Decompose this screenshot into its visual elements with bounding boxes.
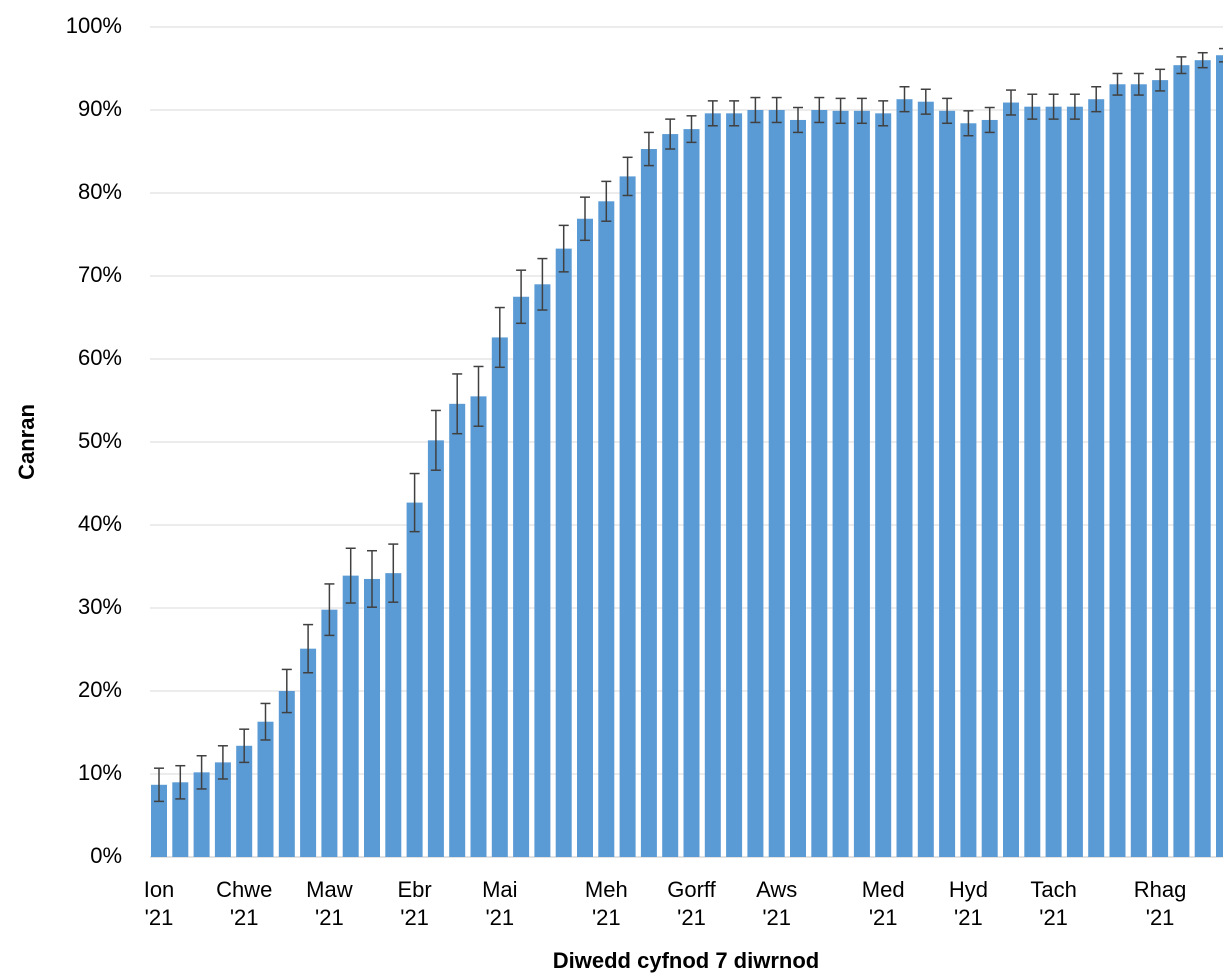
bar xyxy=(811,110,828,857)
y-tick-label: 50% xyxy=(78,428,122,453)
bar xyxy=(385,573,402,857)
bar xyxy=(875,113,892,857)
bar xyxy=(513,296,530,857)
y-axis-title: Canran xyxy=(14,404,39,480)
bar xyxy=(1045,106,1062,858)
y-tick-label: 30% xyxy=(78,594,122,619)
bar xyxy=(1173,65,1190,858)
x-tick-label: Chwe '21 xyxy=(216,877,273,930)
x-tick-label: Maw '21 xyxy=(306,877,353,930)
bar xyxy=(1130,84,1147,857)
bar xyxy=(321,609,338,857)
y-tick-label: 0% xyxy=(90,843,122,868)
bar xyxy=(896,99,913,857)
bar xyxy=(1194,60,1211,857)
bar xyxy=(768,110,785,857)
bar xyxy=(1066,106,1083,858)
x-tick-label: Meh '21 xyxy=(584,877,628,930)
bar xyxy=(790,119,806,857)
bar xyxy=(449,403,466,857)
bar xyxy=(172,782,189,857)
y-tick-label: 20% xyxy=(78,677,122,702)
bar xyxy=(598,201,615,858)
y-tick-label: 80% xyxy=(78,179,122,204)
bar xyxy=(704,113,721,857)
x-tick-label: Tach '21 xyxy=(1030,877,1077,930)
bar xyxy=(619,176,636,857)
bar xyxy=(300,648,317,857)
bar xyxy=(1152,80,1169,858)
x-tick-label: Med '21 xyxy=(861,877,905,930)
bar xyxy=(832,110,849,857)
bar xyxy=(853,110,870,857)
bar xyxy=(683,129,700,858)
bar xyxy=(364,578,380,857)
bar xyxy=(151,784,167,857)
bar xyxy=(193,772,210,857)
bar xyxy=(640,149,657,857)
bar xyxy=(257,721,274,857)
bar xyxy=(470,396,487,857)
bar xyxy=(577,218,593,858)
bar xyxy=(1024,106,1041,858)
bar xyxy=(1088,99,1105,857)
bar xyxy=(747,110,764,857)
x-axis-title: Diwedd cyfnod 7 diwrnod xyxy=(553,948,819,973)
bar xyxy=(406,502,423,857)
bar xyxy=(1003,102,1019,857)
bar xyxy=(1109,84,1126,857)
y-tick-label: 70% xyxy=(78,262,122,287)
bar xyxy=(981,119,998,857)
bar xyxy=(726,113,743,857)
x-tick-label: Hyd '21 xyxy=(948,877,988,930)
bar xyxy=(1216,55,1223,858)
bar xyxy=(939,110,956,857)
x-tick-label: Rhag '21 xyxy=(1133,877,1187,930)
x-tick-label: Aws '21 xyxy=(756,877,798,930)
bar xyxy=(214,762,231,857)
y-tick-label: 10% xyxy=(78,760,122,785)
y-tick-label: 100% xyxy=(66,13,122,38)
bar xyxy=(278,691,295,857)
y-tick-label: 40% xyxy=(78,511,122,536)
x-tick-label: Gorff '21 xyxy=(667,877,716,930)
bar xyxy=(960,123,977,857)
bar xyxy=(555,248,572,858)
bar xyxy=(534,284,551,857)
bar xyxy=(342,575,359,857)
x-tick-label: Ebr '21 xyxy=(397,877,432,930)
bar xyxy=(662,134,679,857)
y-tick-label: 90% xyxy=(78,96,122,121)
x-tick-label: Mai '21 xyxy=(482,877,518,930)
x-tick-label: Ion '21 xyxy=(143,877,175,930)
bar xyxy=(491,337,508,857)
bar xyxy=(236,745,253,857)
bar xyxy=(427,440,444,857)
y-tick-label: 60% xyxy=(78,345,122,370)
bar xyxy=(917,101,934,857)
